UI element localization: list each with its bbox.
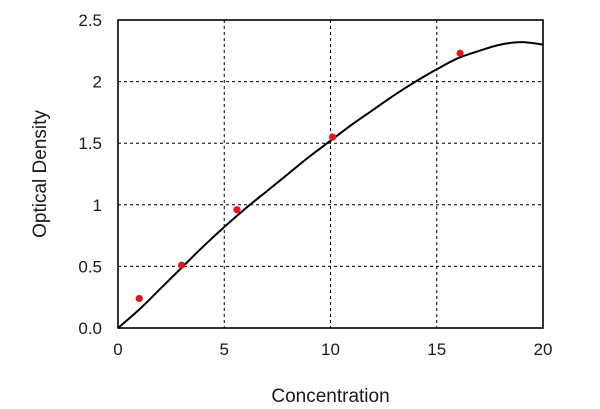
y-axis-label: Optical Density [30,110,51,238]
data-point [233,206,241,214]
x-tick-labels: 0 5 10 15 20 [113,340,552,359]
x-axis-label: Concentration [271,386,389,407]
x-tick-label: 0 [113,340,122,359]
data-points [135,49,464,303]
y-tick-labels: 0.0 0.5 1 1.5 2 2.5 [78,11,102,338]
fit-curve [117,41,544,329]
plot-frame [117,19,544,329]
y-tick-label: 0.5 [78,257,102,276]
data-point [135,294,143,303]
y-tick-label: 1 [93,196,102,215]
y-tick-label: 2 [93,73,102,92]
data-point [178,261,186,269]
y-tick-label: 0.0 [78,319,102,338]
y-tick-label: 2.5 [78,11,102,30]
x-tick-label: 5 [220,340,229,359]
y-tick-label: 1.5 [78,134,102,153]
x-tick-label: 10 [321,340,340,359]
x-tick-label: 15 [427,340,446,359]
x-tick-label: 20 [534,340,553,359]
grid-lines [118,20,543,328]
data-point [329,133,337,141]
data-point [456,49,464,57]
